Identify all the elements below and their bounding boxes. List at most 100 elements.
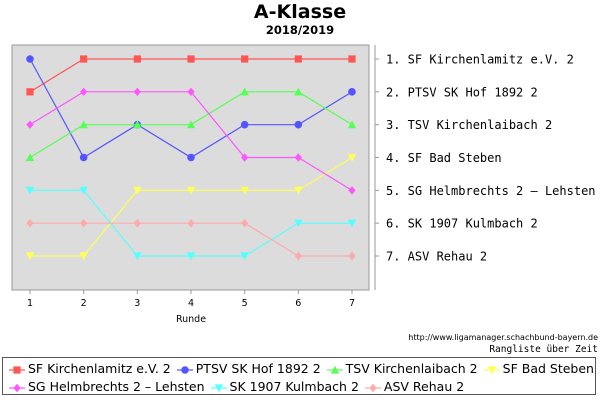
data-point xyxy=(347,153,357,162)
x-tick-label: 1 xyxy=(27,298,33,309)
legend-item: SF Bad Steben xyxy=(483,360,594,378)
legend-row: SG Helmbrechts 2 – Lehsten SK 1907 Kulmba… xyxy=(9,378,595,396)
series xyxy=(26,55,356,96)
data-point xyxy=(186,186,196,195)
legend-swatch xyxy=(210,384,227,393)
right-axis-label: 4. SF Bad Steben xyxy=(386,151,502,165)
series xyxy=(25,153,357,261)
x-tick-label: 6 xyxy=(295,298,301,309)
legend-row: SF Kirchenlamitz e.V. 2 PTSV SK Hof 1892 … xyxy=(9,360,595,378)
right-axis-label: 5. SG Helmbrechts 2 – Lehsten xyxy=(386,184,596,198)
right-axis-label: 7. ASV Rehau 2 xyxy=(386,249,487,263)
legend-marker xyxy=(330,365,339,374)
chart-subtitle: 2018/2019 xyxy=(265,23,335,37)
x-tick-label: 7 xyxy=(349,298,355,309)
chart-title: A-Klasse xyxy=(253,1,347,23)
legend-swatch xyxy=(364,383,381,393)
series xyxy=(26,218,356,261)
legend-label: TSV Kirchenlaibach 2 xyxy=(345,361,478,376)
data-point xyxy=(79,153,88,162)
plot-area xyxy=(11,44,370,291)
legend-item: ASV Rehau 2 xyxy=(364,378,465,396)
data-point xyxy=(240,120,249,129)
legend-item: SF Kirchenlamitz e.V. 2 xyxy=(9,360,171,378)
legend-marker xyxy=(13,383,21,393)
right-axis-label: 3. TSV Kirchenlaibach 2 xyxy=(386,118,552,132)
data-point xyxy=(187,87,195,97)
legend-item: SK 1907 Kulmbach 2 xyxy=(210,378,359,396)
data-point xyxy=(294,87,303,96)
legend-label: SF Kirchenlamitz e.V. 2 xyxy=(28,361,171,376)
legend-label: SG Helmbrechts 2 – Lehsten xyxy=(28,379,205,394)
data-point xyxy=(294,55,302,63)
data-point xyxy=(240,87,249,96)
legend-marker xyxy=(214,384,223,393)
legend-label: PTSV SK Hof 1892 2 xyxy=(195,361,321,376)
data-point xyxy=(240,252,249,261)
series xyxy=(25,87,357,162)
legend-marker xyxy=(369,383,377,393)
data-point xyxy=(80,218,88,228)
data-point xyxy=(348,186,356,195)
data-point xyxy=(133,218,141,228)
data-point xyxy=(79,120,88,129)
legend-swatch xyxy=(483,366,500,375)
legend-swatch xyxy=(326,365,343,374)
source-url[interactable]: http://www.ligamanager.schachbund-bayern… xyxy=(408,333,598,342)
legend: SF Kirchenlamitz e.V. 2 PTSV SK Hof 1892 … xyxy=(2,357,596,395)
data-point xyxy=(348,88,356,96)
data-point xyxy=(26,218,34,228)
legend-label: ASV Rehau 2 xyxy=(383,379,465,394)
data-point xyxy=(26,88,34,96)
data-point xyxy=(187,218,195,228)
data-point xyxy=(133,87,141,97)
right-axis-label: 1. SF Kirchenlamitz e.V. 2 xyxy=(386,53,574,67)
data-point xyxy=(241,153,249,162)
x-tick-label: 5 xyxy=(242,298,248,309)
rank-chart: 1 2 3 4 5 6 7 1. SF Kirchenlamitz e.V. 2 2. PTS… xyxy=(11,44,596,325)
x-tick-label: 2 xyxy=(81,298,87,309)
data-point xyxy=(294,153,302,162)
data-point xyxy=(26,120,34,129)
x-axis-label: Runde xyxy=(176,314,206,325)
series xyxy=(26,87,356,195)
x-tick-label: 3 xyxy=(134,298,140,309)
data-point xyxy=(294,219,303,228)
data-point xyxy=(294,186,303,195)
data-point xyxy=(187,153,195,162)
data-point xyxy=(80,87,88,97)
legend-item: SG Helmbrechts 2 – Lehsten xyxy=(9,378,205,396)
data-point xyxy=(25,153,35,162)
legend-marker xyxy=(180,366,189,374)
legend-swatch xyxy=(9,366,25,374)
data-point xyxy=(26,55,34,63)
data-point xyxy=(80,55,88,63)
data-point xyxy=(187,55,195,63)
data-point xyxy=(347,120,357,129)
legend-marker xyxy=(13,366,21,374)
data-point xyxy=(294,120,303,129)
legend-swatch xyxy=(9,383,25,393)
legend-label: SK 1907 Kulmbach 2 xyxy=(229,379,359,394)
data-point xyxy=(79,186,88,195)
data-point xyxy=(348,55,356,63)
legend-item: PTSV SK Hof 1892 2 xyxy=(176,360,321,378)
series xyxy=(25,186,357,261)
data-point xyxy=(133,120,142,129)
data-point xyxy=(133,186,142,195)
data-point xyxy=(348,251,356,261)
legend-label: SF Bad Steben xyxy=(502,361,594,376)
legend-marker xyxy=(487,366,496,375)
data-point xyxy=(25,186,35,195)
legend-swatch xyxy=(176,366,193,374)
data-point xyxy=(133,55,141,63)
legend-item: TSV Kirchenlaibach 2 xyxy=(326,360,478,378)
right-axis-label: 6. SK 1907 Kulmbach 2 xyxy=(386,217,538,231)
data-point xyxy=(186,120,196,129)
data-point xyxy=(241,55,249,63)
right-axis-label: 2. PTSV SK Hof 1892 2 xyxy=(386,85,538,99)
data-point xyxy=(79,252,88,261)
x-tick-label: 4 xyxy=(188,298,194,309)
data-point xyxy=(240,186,249,195)
data-point xyxy=(186,252,196,261)
